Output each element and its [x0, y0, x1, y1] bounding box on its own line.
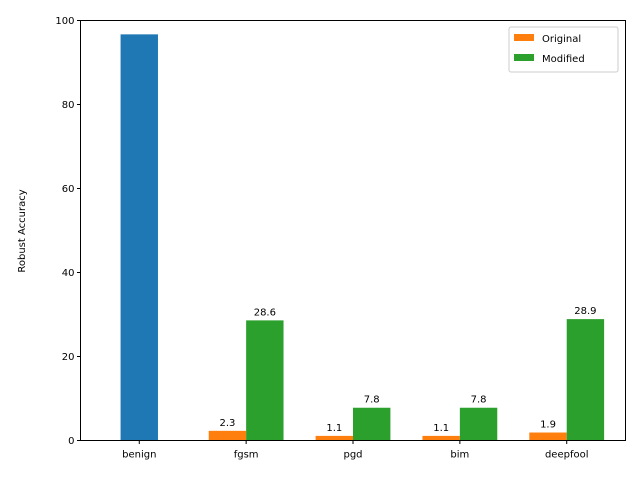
- bar-modified-deepfool: [566, 319, 605, 441]
- bar-modified-fgsm: [246, 320, 284, 441]
- y-tick-label: 40: [62, 268, 75, 279]
- x-tick-label-bim: bim: [450, 450, 469, 461]
- bar-value-label-original-pgd: 1.1: [326, 423, 342, 434]
- x-axis: benign fgsm pgd bim deepfool: [122, 440, 589, 461]
- y-tick-label: 20: [62, 352, 75, 363]
- bar-value-label-modified-pgd: 7.8: [364, 395, 380, 406]
- bar-modified-pgd: [353, 407, 391, 441]
- plot-frame: [80, 20, 626, 441]
- bar-value-label-modified-bim: 7.8: [471, 395, 487, 406]
- bar-value-label-original-bim: 1.1: [433, 423, 449, 434]
- y-axis: 0 20 40 60 80 100: [55, 16, 81, 447]
- bar-value-label-original-fgsm: 2.3: [219, 418, 235, 429]
- x-tick-label-fgsm: fgsm: [234, 450, 259, 461]
- legend-swatch-original: [514, 34, 534, 41]
- y-tick-label: 100: [55, 16, 74, 27]
- legend-label-modified: Modified: [542, 54, 585, 65]
- legend-box: [508, 26, 619, 73]
- legend-label-original: Original: [542, 34, 581, 45]
- bar-value-label-modified-fgsm: 28.6: [254, 307, 276, 318]
- bar-original-fgsm: [208, 430, 247, 441]
- bar-original-pgd: [315, 435, 353, 441]
- y-axis-label: Robust Accuracy: [17, 189, 28, 272]
- y-tick-label: 80: [62, 100, 75, 111]
- y-tick-label: 60: [62, 184, 75, 195]
- bar-modified-bim: [459, 407, 498, 441]
- bar-value-label-modified-deepfool: 28.9: [574, 306, 596, 317]
- legend-swatch-modified: [514, 54, 534, 61]
- y-tick-label: 0: [68, 436, 74, 447]
- x-tick-label-benign: benign: [122, 450, 156, 461]
- bar-benign: [120, 34, 158, 441]
- bar-original-bim: [422, 435, 460, 441]
- x-tick-label-deepfool: deepfool: [545, 450, 589, 461]
- bar-original-deepfool: [529, 432, 567, 441]
- legend: Original Modified: [508, 26, 619, 73]
- bar-value-label-original-deepfool: 1.9: [540, 420, 556, 431]
- x-tick-label-pgd: pgd: [343, 450, 362, 461]
- plot-area: 2.3 1.1 1.1 1.9 28.6 7.8 7.8 28.9: [120, 34, 605, 441]
